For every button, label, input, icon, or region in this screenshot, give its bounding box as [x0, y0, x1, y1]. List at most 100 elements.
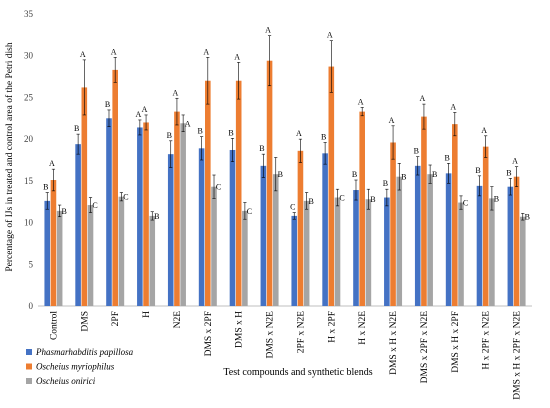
significance-letter: B [414, 147, 419, 156]
x-tick-label: DMS x 2PF x N2E [420, 311, 430, 384]
significance-letter: C [216, 183, 221, 192]
significance-letter: A [358, 97, 364, 106]
bar [421, 116, 427, 307]
bar [118, 196, 125, 306]
bar [81, 87, 88, 306]
significance-letter: A [389, 116, 395, 125]
significance-letter: A [420, 94, 426, 103]
significance-letter: B [444, 153, 449, 162]
significance-letter: A [135, 110, 141, 119]
y-tick-label: 35 [24, 9, 34, 19]
significance-letter: B [167, 131, 172, 140]
x-axis-label: Test compounds and synthetic blends [223, 367, 372, 378]
bar [365, 199, 372, 306]
legend-swatch [26, 349, 32, 355]
bar [513, 176, 520, 306]
legend-swatch [26, 363, 32, 370]
x-tick-label: DMS x H x 2PF [451, 311, 461, 373]
bar [87, 205, 94, 306]
bar [260, 165, 267, 306]
significance-letter: B [475, 166, 480, 175]
bar [266, 60, 273, 306]
bar [56, 210, 63, 306]
x-tick-label: N2E [173, 311, 183, 329]
bar [50, 180, 57, 306]
significance-letter: B [352, 170, 357, 179]
significance-letter: A [203, 47, 209, 56]
bar [180, 123, 186, 306]
bar [519, 216, 526, 306]
bar [235, 80, 242, 307]
bar [242, 210, 248, 306]
significance-letter: C [123, 193, 128, 202]
significance-letter: A [80, 50, 86, 59]
significance-letter: A [173, 88, 179, 97]
bar [489, 198, 495, 306]
significance-letter: C [92, 201, 97, 210]
bar [272, 174, 279, 306]
legend-swatch [26, 378, 32, 384]
legend-label: Oscheius myriophilus [36, 362, 115, 372]
significance-letter: A [327, 31, 333, 40]
significance-letter: B [74, 124, 79, 133]
significance-letter: B [197, 127, 202, 136]
bar [353, 190, 359, 306]
bar [328, 66, 335, 306]
bar [334, 197, 341, 306]
significance-letter: C [339, 194, 344, 203]
bar [106, 118, 112, 306]
x-tick-label: DMS x H x N2E [389, 311, 399, 375]
bar [149, 215, 156, 306]
significance-letter: A [450, 102, 456, 111]
significance-letter: B [308, 197, 313, 206]
y-tick-label: 5 [29, 259, 34, 269]
bar [198, 148, 205, 306]
x-tick-label: DMS x 2PF [204, 311, 214, 356]
y-tick-label: 10 [24, 218, 34, 228]
bar [384, 197, 390, 306]
x-tick-label: H x 2PF x N2E [482, 311, 492, 370]
bar [143, 122, 149, 307]
y-tick-label: 0 [29, 301, 34, 311]
bar [174, 111, 180, 306]
x-tick-label: DMS x N2E [266, 311, 276, 359]
bar [476, 185, 483, 306]
significance-letter: B [370, 195, 375, 204]
y-tick-label: 25 [24, 92, 34, 102]
significance-letter: B [525, 213, 530, 222]
y-tick-label: 15 [24, 176, 34, 186]
significance-letter: B [383, 179, 388, 188]
bar [211, 186, 217, 306]
significance-letter: B [43, 183, 48, 192]
x-tick-label: DMS x H [235, 311, 245, 348]
bar [359, 111, 365, 306]
bar [167, 154, 174, 306]
significance-letter: B [154, 212, 159, 221]
chart-bars [44, 35, 526, 307]
bar [229, 149, 236, 306]
legend-label: Oscheius onirici [36, 376, 96, 386]
significance-letter: A [296, 129, 302, 138]
significance-letter: A [481, 126, 487, 135]
bar [427, 174, 433, 306]
bar [297, 150, 304, 306]
bar [452, 124, 458, 306]
x-tick-label: H x N2E [358, 311, 368, 345]
significance-letter: A [265, 26, 271, 35]
significance-letter: B [105, 100, 110, 109]
y-axis-label: Percentage of IJs in treated and control… [4, 42, 15, 271]
bar [205, 80, 211, 307]
significance-letter: B [401, 173, 406, 182]
y-tick-label: 20 [24, 134, 34, 144]
x-tick-label: 2PF [111, 311, 121, 326]
significance-letter: B [278, 170, 283, 179]
significance-letter: A [142, 105, 148, 114]
bar [322, 153, 328, 306]
significance-letter: A [512, 157, 518, 166]
significance-letter: C [290, 203, 295, 212]
bar [75, 144, 81, 306]
chart-legend: Phasmarhabditis papillosa Oscheius myriop… [26, 347, 134, 386]
significance-letter: C [247, 207, 252, 216]
